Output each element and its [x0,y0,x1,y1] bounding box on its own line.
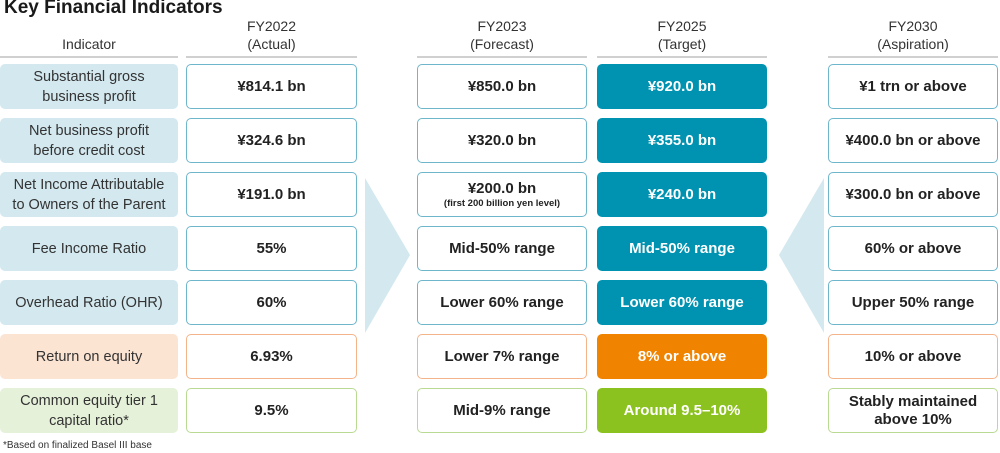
value-cell-fy2023: Mid-50% range [417,226,587,271]
cell-text: Mid-50% range [449,239,555,257]
value-cell-fy2023: ¥200.0 bn (first 200 billion yen level) [417,172,587,217]
header-type: (Forecast) [470,36,534,52]
cell-text: ¥191.0 bn [237,185,306,203]
cell-text: 55% [256,239,287,257]
header-fy2022: FY2022 (Actual) [186,16,357,58]
value-cell-fy2022: ¥324.6 bn [186,118,357,163]
value-cell-fy2022: 9.5% [186,388,357,433]
value-cell-fy2023: Lower 60% range [417,280,587,325]
value-cell-fy2030: ¥400.0 bn or above [828,118,998,163]
header-type: (Aspiration) [877,36,949,52]
value-cell-fy2030: ¥300.0 bn or above [828,172,998,217]
cell-text: Substantial gross [33,68,145,85]
value-cell-fy2030: Upper 50% range [828,280,998,325]
value-cell-fy2022: 55% [186,226,357,271]
value-cell-fy2023: ¥320.0 bn [417,118,587,163]
cell-text: ¥400.0 bn or above [845,131,981,149]
value-cell-fy2025: 8% or above [597,334,767,379]
footnote: *Based on finalized Basel III base [3,440,152,451]
cell-text: 6.93% [250,347,293,365]
value-cell-fy2023: ¥850.0 bn [417,64,587,109]
page-title: Key Financial Indicators [4,0,223,18]
header-type: (Actual) [247,36,296,52]
value-cell-fy2022: ¥814.1 bn [186,64,357,109]
cell-text: to Owners of the Parent [12,196,166,213]
cell-text: Mid-50% range [629,239,735,257]
value-cell-fy2022: ¥191.0 bn [186,172,357,217]
header-year: FY2025 [657,18,707,34]
cell-text: ¥240.0 bn [647,185,717,203]
cell-text: 8% or above [637,347,727,365]
header-fy2030: FY2030 (Aspiration) [828,16,998,58]
value-cell-fy2025: ¥355.0 bn [597,118,767,163]
header-year: FY2023 [477,18,527,34]
cell-text: ¥814.1 bn [237,77,306,95]
cell-text: Net business profit [28,122,150,139]
cell-text: ¥324.6 bn [237,131,306,149]
cell-text: Return on equity [35,348,143,365]
arrow-right-icon [365,178,410,333]
cell-text: 10% or above [864,347,962,365]
indicator-label: Common equity tier 1 capital ratio* [0,388,178,433]
cell-text: ¥320.0 bn [467,131,537,149]
cell-text: Lower 60% range [440,293,564,311]
value-cell-fy2030: 60% or above [828,226,998,271]
cell-text: Upper 50% range [851,293,975,311]
cell-text: Stably maintained [848,392,978,410]
cell-text: 60% [256,293,287,311]
indicator-label: Substantial gross business profit [0,64,178,109]
header-year: FY2030 [888,18,938,34]
cell-text: Mid-9% range [453,401,551,419]
header-indicator: Indicator [0,16,178,58]
cell-text: ¥200.0 bn [467,180,537,197]
cell-text: ¥920.0 bn [647,77,717,95]
cell-text: ¥355.0 bn [647,131,717,149]
value-cell-fy2025: ¥920.0 bn [597,64,767,109]
cell-text: ¥1 trn or above [859,77,967,95]
indicator-label: Return on equity [0,334,178,379]
indicator-label: Net Income Attributable to Owners of the … [0,172,178,217]
cell-text: Overhead Ratio (OHR) [15,294,163,311]
indicator-label: Net business profit before credit cost [0,118,178,163]
cell-note: (first 200 billion yen level) [443,198,561,209]
cell-text: business profit [42,88,136,105]
indicator-label: Overhead Ratio (OHR) [0,280,178,325]
header-year: FY2022 [246,18,297,34]
value-cell-fy2030: Stably maintained above 10% [828,388,998,433]
cell-text: capital ratio* [49,412,129,429]
indicator-label: Fee Income Ratio [0,226,178,271]
value-cell-fy2022: 60% [186,280,357,325]
value-cell-fy2025: ¥240.0 bn [597,172,767,217]
value-cell-fy2022: 6.93% [186,334,357,379]
cell-text: 9.5% [254,401,289,419]
cell-text: Lower 7% range [444,347,560,365]
value-cell-fy2023: Lower 7% range [417,334,587,379]
value-cell-fy2025: Around 9.5–10% [597,388,767,433]
header-type: (Target) [657,36,707,52]
value-cell-fy2023: Mid-9% range [417,388,587,433]
header-fy2025: FY2025 (Target) [597,16,767,58]
cell-text: Around 9.5–10% [623,401,741,419]
value-cell-fy2025: Mid-50% range [597,226,767,271]
header-fy2023: FY2023 (Forecast) [417,16,587,58]
cell-text: Common equity tier 1 [20,392,158,409]
cell-text: ¥300.0 bn or above [845,185,981,203]
cell-text: before credit cost [33,142,145,159]
cell-text: Fee Income Ratio [31,240,147,257]
cell-text: above 10% [874,410,952,428]
value-cell-fy2025: Lower 60% range [597,280,767,325]
header-label: Indicator [62,36,116,52]
cell-text: ¥850.0 bn [467,77,537,95]
cell-text: 60% or above [864,239,962,257]
value-cell-fy2030: 10% or above [828,334,998,379]
arrow-left-icon [779,178,824,333]
cell-text: Lower 60% range [620,293,744,311]
value-cell-fy2030: ¥1 trn or above [828,64,998,109]
cell-text: Net Income Attributable [13,176,165,193]
